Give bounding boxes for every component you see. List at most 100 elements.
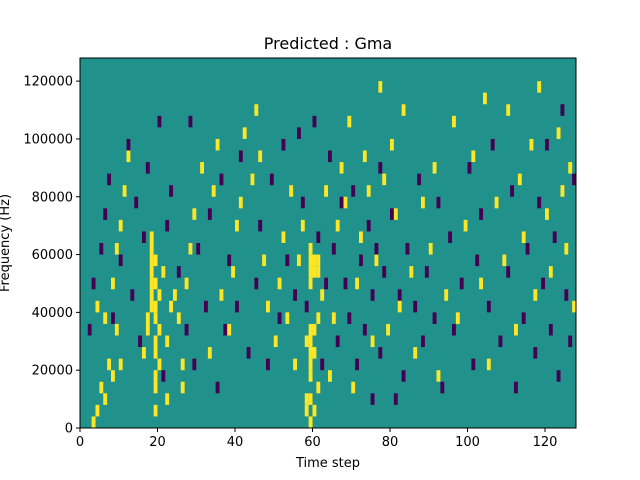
heatmap-cell-low: [552, 231, 557, 243]
heatmap-cell-high: [324, 185, 329, 197]
heatmap-cell-high: [180, 358, 185, 371]
heatmap-cell-high: [537, 81, 542, 93]
y-tick-label: 40000: [32, 306, 73, 321]
heatmap-cell-high: [316, 312, 321, 324]
heatmap-cell-high: [118, 219, 123, 232]
heatmap-cell-high: [153, 277, 158, 290]
heatmap-cell-high: [145, 323, 150, 336]
heatmap-cell-low: [184, 323, 189, 336]
heatmap-cell-high: [211, 185, 216, 197]
heatmap-cell-high: [479, 277, 484, 290]
heatmap-cell-high: [157, 289, 162, 301]
heatmap-cell-low: [374, 243, 379, 255]
heatmap-cell-high: [285, 312, 290, 324]
heatmap-cell-low: [145, 162, 150, 174]
chart-title: Predicted : Gma: [264, 34, 392, 53]
heatmap-cell-low: [324, 277, 329, 290]
heatmap-cell-low: [401, 370, 406, 382]
heatmap-cell-low: [362, 323, 367, 336]
heatmap-cell-high: [483, 92, 487, 105]
heatmap-cell-low: [161, 370, 166, 382]
y-tick-label: 120000: [23, 75, 73, 90]
heatmap-cell-high: [502, 254, 507, 267]
heatmap-cell-low: [510, 185, 515, 197]
heatmap-cell-high: [308, 370, 313, 382]
heatmap-cell-high: [304, 393, 309, 405]
heatmap-cell-low: [390, 208, 394, 220]
heatmap-cell-high: [382, 173, 387, 186]
heatmap-cell-high: [215, 138, 220, 151]
heatmap-cell-high: [409, 266, 414, 278]
heatmap-cell-high: [149, 231, 154, 243]
heatmap-cell-low: [176, 266, 181, 278]
x-tick-label: 40: [227, 435, 244, 450]
heatmap-cell-high: [444, 289, 449, 301]
heatmap-cell-low: [490, 138, 495, 151]
heatmap-cell-high: [339, 162, 344, 174]
heatmap-cell-low: [556, 370, 561, 382]
heatmap-cell-high: [277, 277, 282, 290]
heatmap-cell-high: [390, 138, 394, 151]
heatmap-cell-high: [114, 243, 119, 255]
heatmap-cell-high: [95, 300, 100, 313]
heatmap-cell-high: [521, 231, 526, 243]
heatmap-cell-high: [556, 127, 561, 139]
heatmap-cell-high: [149, 277, 154, 290]
x-tick-label: 80: [382, 435, 399, 450]
heatmap-cell-high: [308, 416, 313, 428]
x-axis-ticks: 0 20 40 60 80 100 120: [76, 428, 558, 450]
heatmap-cell-high: [262, 254, 267, 267]
heatmap-cell-low: [335, 335, 340, 348]
heatmap-cell-high: [312, 266, 317, 278]
heatmap-cell-high: [463, 219, 468, 232]
heatmap-cell-low: [393, 393, 398, 405]
heatmap-cell-high: [258, 150, 263, 163]
heatmap-cell-high: [378, 81, 383, 93]
heatmap-cell-high: [517, 173, 522, 186]
heatmap-cell-low: [541, 277, 546, 290]
heatmap-cell-low: [498, 335, 503, 348]
heatmap-cell-high: [188, 243, 193, 255]
heatmap-cell-high: [184, 277, 189, 290]
heatmap-cell-high: [393, 208, 398, 220]
heatmap-cell-high: [428, 243, 433, 255]
heatmap-cell-high: [207, 347, 212, 359]
heatmap-cell-high: [122, 185, 127, 197]
heatmap-cell-high: [355, 277, 360, 290]
heatmap-cell-low: [355, 358, 360, 371]
heatmap-cell-low: [312, 115, 317, 128]
heatmap-cell-high: [335, 219, 340, 232]
heatmap-cell-high: [153, 404, 158, 417]
heatmap-cell-high: [297, 254, 301, 267]
heatmap-cell-low: [545, 138, 549, 151]
heatmap-cell-high: [157, 358, 162, 371]
heatmap-cell-low: [107, 173, 112, 186]
heatmap-cell-high: [173, 289, 177, 301]
heatmap-cell-low: [238, 150, 243, 163]
heatmap-cell-high: [359, 231, 363, 243]
heatmap-cell-high: [227, 323, 232, 336]
heatmap-cell-high: [308, 347, 313, 359]
heatmap-cell-low: [343, 277, 348, 290]
y-tick-label: 20000: [32, 364, 73, 379]
heatmap-cell-low: [196, 243, 201, 255]
heatmap-cell-high: [219, 289, 224, 301]
heatmap-cell-high: [273, 335, 278, 348]
heatmap-cell-low: [277, 312, 282, 324]
x-tick-label: 120: [533, 435, 558, 450]
heatmap-cell-low: [316, 231, 321, 243]
heatmap-cell-low: [169, 185, 174, 197]
heatmap-cell-high: [176, 312, 181, 324]
heatmap-cell-low: [293, 289, 298, 301]
heatmap-cell-low: [266, 358, 270, 371]
heatmap-cell-low: [514, 381, 518, 394]
x-tick-label: 20: [149, 435, 166, 450]
heatmap-cell-high: [266, 300, 270, 313]
heatmap-cell-low: [111, 312, 115, 324]
heatmap-cell-low: [99, 243, 104, 255]
heatmap-cell-high: [99, 381, 104, 394]
heatmap-cell-high: [238, 196, 243, 209]
heatmap-cell-high: [107, 358, 112, 371]
heatmap-cell-low: [467, 162, 472, 174]
